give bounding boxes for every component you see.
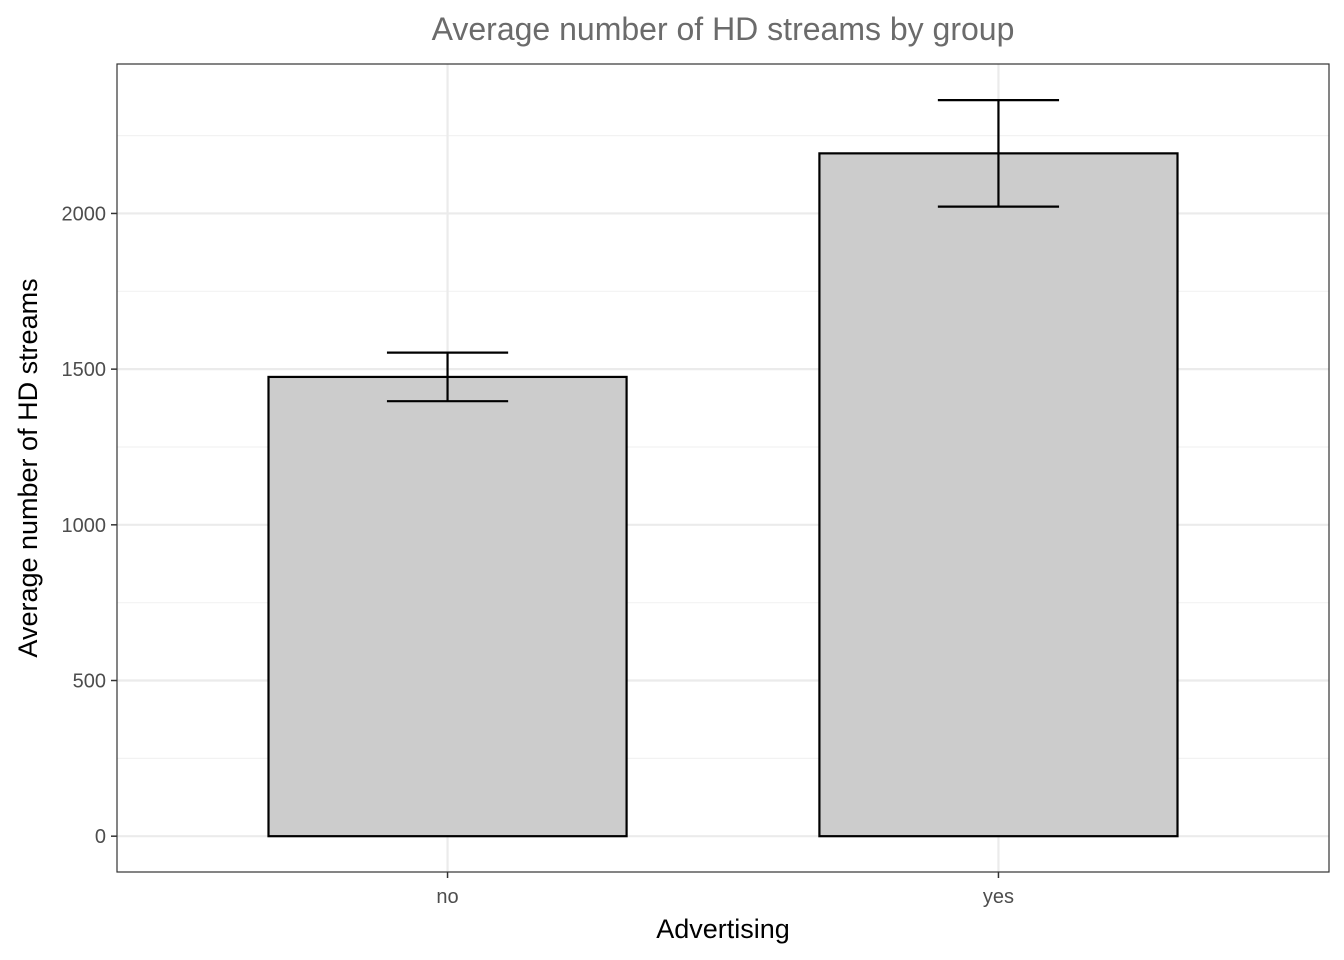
panel-border: [116, 63, 1330, 873]
bars: [267, 152, 1179, 838]
y-tick-label: 1000: [62, 515, 107, 537]
x-tick-label-yes: yes: [983, 886, 1014, 908]
y-axis-title: Average number of HD streams: [13, 278, 43, 657]
x-axis-title: Advertising: [656, 914, 790, 944]
y-tick-label: 0: [95, 826, 106, 848]
error-bars: [386, 99, 1060, 403]
bar-no: [267, 375, 628, 838]
y-tick-label: 2000: [62, 203, 107, 225]
y-tick-label: 500: [73, 671, 106, 693]
x-tick-label-no: no: [436, 886, 458, 908]
y-tick-label: 1500: [62, 359, 107, 381]
bar-yes: [818, 152, 1179, 838]
chart-title: Average number of HD streams by group: [432, 11, 1015, 47]
axis-ticks: 0 500 1000 1500 2000 no yes: [62, 203, 1015, 908]
